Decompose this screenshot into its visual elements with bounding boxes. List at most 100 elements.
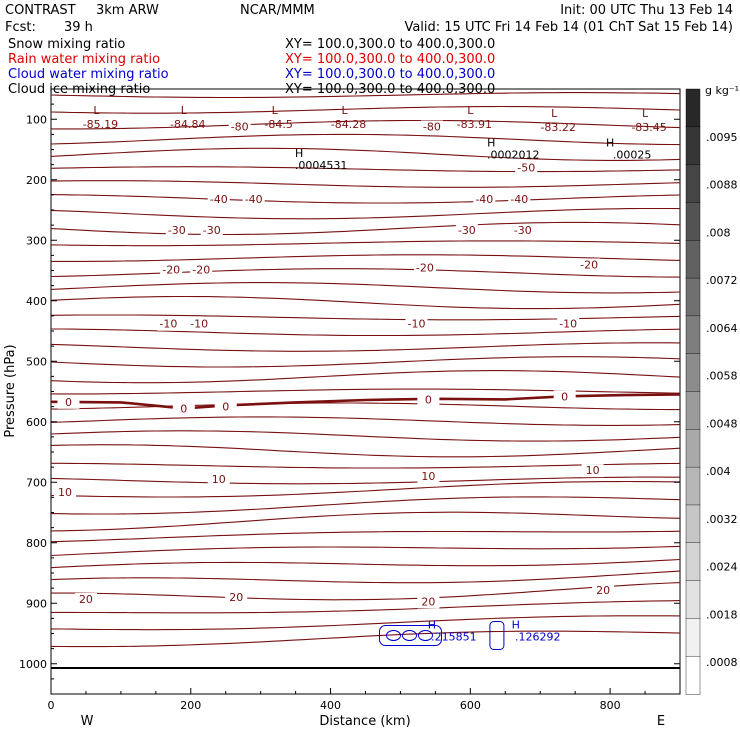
contour-label: 10: [212, 473, 226, 486]
west-label: W: [81, 714, 94, 729]
isotherm-line: [50, 570, 681, 584]
forecast-hour: 39 h: [64, 20, 93, 35]
isotherm-line: [50, 282, 681, 294]
colorbar-label: .0064: [706, 322, 738, 335]
contour-label-bg: [157, 317, 180, 331]
isotherm-line: [50, 530, 681, 543]
contour-label: 20: [421, 595, 435, 608]
maximum-value: .0002012: [487, 148, 540, 161]
isotherm-line: [50, 630, 681, 648]
contour-label-bg: [228, 120, 251, 134]
valid-time: Valid: 15 UTC Fri 14 Feb 14 (01 ChT Sat …: [404, 20, 733, 35]
contour-label-bg: [592, 583, 615, 597]
isotherm-line: [50, 221, 681, 236]
isotherm-line: [50, 194, 681, 204]
colorbar-swatch: [685, 655, 701, 695]
contour-label: -20: [192, 263, 210, 276]
colorbar-swatch: [685, 542, 701, 582]
minimum-value: -84.5: [264, 118, 292, 131]
contour-label-bg: [581, 464, 604, 478]
contour-label: -40: [510, 193, 528, 206]
x-tick-label: 600: [460, 699, 481, 712]
contour-label: -30: [458, 224, 476, 237]
cloud-water-contours: [378, 621, 505, 650]
y-tick-label: 200: [26, 174, 47, 187]
y-tick-label: 700: [26, 476, 47, 489]
minimum-value: -84.84: [170, 118, 205, 131]
model-resolution: 3km ARW: [96, 3, 159, 18]
contour-label: -30: [203, 224, 221, 237]
contour-label: 10: [421, 470, 435, 483]
temperature-contours: [50, 92, 681, 648]
colorbar-label: .0018: [706, 608, 738, 621]
contour-label: -40: [245, 193, 263, 206]
field-xy-rain: XY= 100.0,300.0 to 400.0,300.0: [285, 52, 495, 67]
contour-label: -30: [514, 224, 532, 237]
isotherm-line: [50, 370, 681, 384]
extrema-markers: L-85.19L-84.84L-84.5L-84.28L-83.91L-83.2…: [83, 104, 667, 644]
contour-label: 10: [58, 486, 72, 499]
maximum-value: .0004531: [295, 159, 348, 172]
isotherm-line: [50, 166, 681, 173]
isotherm-line: [50, 105, 681, 114]
colorbar: .0095 .0088 .008 .0072 .0064 .0058 .0048 .004 .0…: [685, 88, 738, 695]
isotherm-line: [50, 430, 681, 442]
contour-label-bg: [405, 317, 428, 331]
contour-label-bg: [207, 473, 230, 487]
contour-label-bg: [225, 591, 248, 605]
colorbar-swatch: [685, 353, 701, 393]
field-name-rain: Rain water mixing ratio: [8, 52, 160, 67]
cloud-water-cell: [401, 630, 417, 641]
contour-label: -80: [231, 121, 249, 134]
x-axis-label: Distance (km): [319, 714, 410, 729]
y-tick-label: 600: [26, 416, 47, 429]
contour-label: 0: [65, 396, 72, 409]
contour-label: -30: [168, 224, 186, 237]
colorbar-label: .0088: [706, 179, 738, 192]
y-tick-label: 300: [26, 234, 47, 247]
y-tick-label: 500: [26, 355, 47, 368]
isotherm-line: [50, 480, 681, 498]
contour-label-bg: [420, 120, 443, 134]
contour-label-bg: [511, 223, 534, 237]
init-time: Init: 00 UTC Thu 13 Feb 14: [560, 3, 733, 18]
colorbar-swatch: [685, 126, 701, 166]
colorbar-swatch: [685, 315, 701, 355]
contour-label-bg: [160, 263, 183, 277]
field-xy-snow: XY= 100.0,300.0 to 400.0,300.0: [285, 37, 495, 52]
contour-label: -20: [416, 261, 434, 274]
colorbar-swatch: [685, 88, 701, 128]
maximum-marker: H: [487, 136, 495, 149]
contour-label-bg: [455, 223, 478, 237]
minimum-marker: L: [181, 104, 188, 117]
x-tick-label: 800: [600, 699, 621, 712]
x-tick-label: 400: [320, 699, 341, 712]
colorbar-label: .0008: [706, 656, 738, 669]
zero-isotherm: [50, 393, 681, 410]
isotherm-line: [50, 133, 681, 146]
isotherm-line: [50, 342, 681, 352]
contour-label-bg: [578, 258, 601, 272]
colorbar-unit: g kg⁻¹: [705, 84, 739, 97]
field-xy-cloud-water: XY= 100.0,300.0 to 400.0,300.0: [285, 67, 495, 82]
minimum-value: -83.22: [540, 121, 575, 134]
east-label: E: [657, 714, 665, 729]
colorbar-swatch: [685, 504, 701, 544]
maximum-marker: H: [512, 619, 520, 632]
colorbar-swatch: [685, 580, 701, 620]
isotherm-line: [50, 476, 680, 485]
colorbar-swatch: [685, 164, 701, 204]
isotherm-line: [50, 615, 681, 631]
colorbar-swatch: [685, 391, 701, 431]
y-tick-label: 800: [26, 537, 47, 550]
colorbar-swatch: [685, 202, 701, 241]
contour-label-bg: [413, 261, 436, 275]
contour-label-bg: [172, 402, 195, 416]
isotherm-line: [50, 444, 681, 458]
contour-label-bg: [417, 393, 440, 407]
contour-label-bg: [188, 317, 211, 331]
colorbar-label: .004: [706, 465, 731, 478]
cloud-water-cell: [385, 630, 401, 641]
